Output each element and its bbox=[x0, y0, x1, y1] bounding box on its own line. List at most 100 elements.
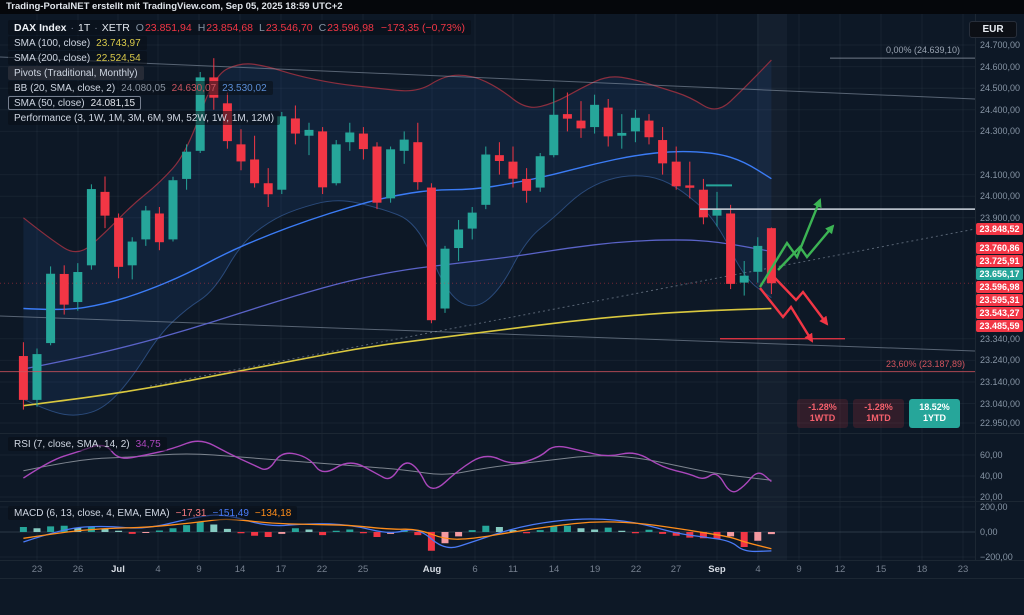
indicator-legend-row[interactable]: Performance (3, 1W, 1M, 3M, 6M, 9M, 52W,… bbox=[8, 111, 281, 125]
performance-value: -1.28% bbox=[808, 402, 837, 412]
trend-line[interactable] bbox=[0, 315, 975, 352]
exchange: XETR bbox=[101, 21, 130, 34]
macd-histogram-bar bbox=[210, 524, 218, 532]
rsi-pane[interactable] bbox=[0, 440, 975, 498]
macd-histogram-bar bbox=[142, 532, 150, 533]
candle-body bbox=[603, 107, 613, 137]
separator: · bbox=[94, 21, 98, 34]
macd-histogram-bar bbox=[169, 528, 177, 532]
timeframe: 1T bbox=[78, 21, 91, 34]
close-label: C bbox=[318, 21, 327, 34]
main-pane[interactable] bbox=[0, 44, 975, 424]
macd-histogram-bar bbox=[618, 530, 626, 532]
candle-body bbox=[535, 156, 545, 188]
performance-badge: -1.28% 1WTD bbox=[797, 399, 848, 428]
candle-body bbox=[426, 187, 436, 321]
candle-body bbox=[127, 241, 137, 266]
candle-body bbox=[277, 116, 287, 190]
pane-separator[interactable] bbox=[0, 501, 1024, 502]
open-label: O bbox=[135, 21, 144, 34]
drawn-arrow[interactable] bbox=[758, 198, 822, 288]
candle-body bbox=[100, 191, 110, 216]
macd-histogram-bar bbox=[319, 532, 327, 536]
candle-body bbox=[766, 228, 776, 284]
indicator-value: −151,49 bbox=[212, 507, 249, 519]
candle-body bbox=[263, 183, 273, 195]
macd-histogram-bar bbox=[346, 529, 354, 532]
low-label: L bbox=[259, 21, 265, 34]
performance-value: -1.28% bbox=[864, 402, 893, 412]
candle-body bbox=[630, 117, 640, 132]
macd-histogram-bar bbox=[128, 532, 136, 534]
candle-body bbox=[46, 273, 56, 344]
sma-100-line bbox=[23, 239, 772, 370]
price-axis[interactable] bbox=[975, 14, 1024, 561]
macd-histogram-bar bbox=[604, 527, 612, 532]
candle-body bbox=[753, 245, 763, 272]
trend-line[interactable] bbox=[0, 56, 975, 100]
candle-body bbox=[236, 144, 246, 162]
rsi-legend-row[interactable]: RSI (7, close, SMA, 14, 2) 34,75 bbox=[8, 437, 167, 451]
candle-body bbox=[481, 154, 491, 205]
indicator-legend-row[interactable]: SMA (50, close) 24.081,15 bbox=[8, 96, 142, 110]
close-value: 23.596,98 bbox=[327, 21, 374, 34]
candle-body bbox=[358, 133, 368, 150]
drawn-arrow[interactable] bbox=[773, 276, 829, 326]
candle-body bbox=[522, 178, 532, 191]
low-value: 23.546,70 bbox=[265, 21, 313, 34]
macd-histogram-bar bbox=[645, 529, 653, 532]
candle-body bbox=[644, 120, 654, 138]
macd-histogram-bar bbox=[101, 528, 109, 532]
macd-histogram-bar bbox=[699, 532, 707, 539]
pane-separator[interactable] bbox=[0, 433, 1024, 434]
sma-50-line bbox=[23, 150, 772, 311]
candle-body bbox=[59, 273, 69, 305]
legend: DAX Index · 1T · XETR O 23.851,94 H 23.8… bbox=[8, 20, 471, 126]
macd-histogram-bar bbox=[183, 525, 191, 532]
drawn-arrow[interactable] bbox=[759, 287, 814, 343]
indicator-legend-row[interactable]: BB (20, SMA, close, 2) 24.080,05 24.630,07… bbox=[8, 81, 273, 95]
bollinger-fill bbox=[23, 60, 772, 416]
candle-body bbox=[304, 129, 314, 136]
axis-border bbox=[975, 14, 976, 561]
candle-body bbox=[576, 120, 586, 129]
open-value: 23.851,94 bbox=[144, 21, 192, 34]
indicator-title: Performance (3, 1W, 1M, 3M, 6M, 9M, 52W,… bbox=[14, 112, 275, 124]
candle-body bbox=[182, 151, 192, 179]
trend-line[interactable] bbox=[149, 228, 975, 387]
indicator-title: SMA (200, close) bbox=[14, 52, 91, 64]
macd-histogram-bar bbox=[60, 525, 68, 532]
performance-value: 18.52% bbox=[919, 402, 950, 412]
candle-body bbox=[73, 272, 83, 303]
macd-histogram-bar bbox=[359, 532, 367, 534]
rsi-title: RSI (7, close, SMA, 14, 2) bbox=[14, 438, 130, 450]
symbol-legend-row[interactable]: DAX Index · 1T · XETR O 23.851,94 H 23.8… bbox=[8, 20, 471, 35]
rsi-line bbox=[23, 440, 772, 493]
macd-histogram-bar bbox=[577, 528, 585, 532]
candle-body bbox=[617, 132, 627, 136]
indicator-value: 22.524,54 bbox=[96, 52, 141, 64]
currency-button[interactable]: EUR bbox=[969, 21, 1017, 38]
macd-histogram-bar bbox=[373, 532, 381, 537]
candle-body bbox=[658, 140, 668, 164]
publication-title: Trading-PortalNET erstellt mit TradingVi… bbox=[6, 1, 343, 12]
macd-title: MACD (6, 13, close, 4, EMA, EMA) bbox=[14, 507, 170, 519]
macd-histogram-bar bbox=[19, 527, 27, 532]
candle-body bbox=[318, 131, 328, 188]
indicator-legend-row[interactable]: SMA (200, close) 22.524,54 bbox=[8, 51, 147, 65]
indicator-value: 23.743,97 bbox=[96, 37, 141, 49]
indicator-legend-row[interactable]: Pivots (Traditional, Monthly) bbox=[8, 66, 144, 80]
drawn-arrow[interactable] bbox=[777, 224, 835, 271]
macd-legend-row[interactable]: MACD (6, 13, close, 4, EMA, EMA) −17,31−… bbox=[8, 506, 298, 520]
bollinger-upper-band bbox=[23, 59, 772, 253]
macd-histogram-bar bbox=[550, 526, 558, 532]
candle-body bbox=[290, 118, 300, 134]
indicator-legend-row[interactable]: SMA (100, close) 23.743,97 bbox=[8, 36, 147, 50]
publication-top-bar: Trading-PortalNET erstellt mit TradingVi… bbox=[0, 0, 1024, 14]
indicator-value: −17,31 bbox=[175, 507, 207, 519]
candle-body bbox=[494, 155, 504, 161]
time-axis[interactable] bbox=[0, 561, 975, 578]
candle-body bbox=[562, 114, 572, 119]
performance-badge: 18.52% 1YTD bbox=[909, 399, 960, 428]
